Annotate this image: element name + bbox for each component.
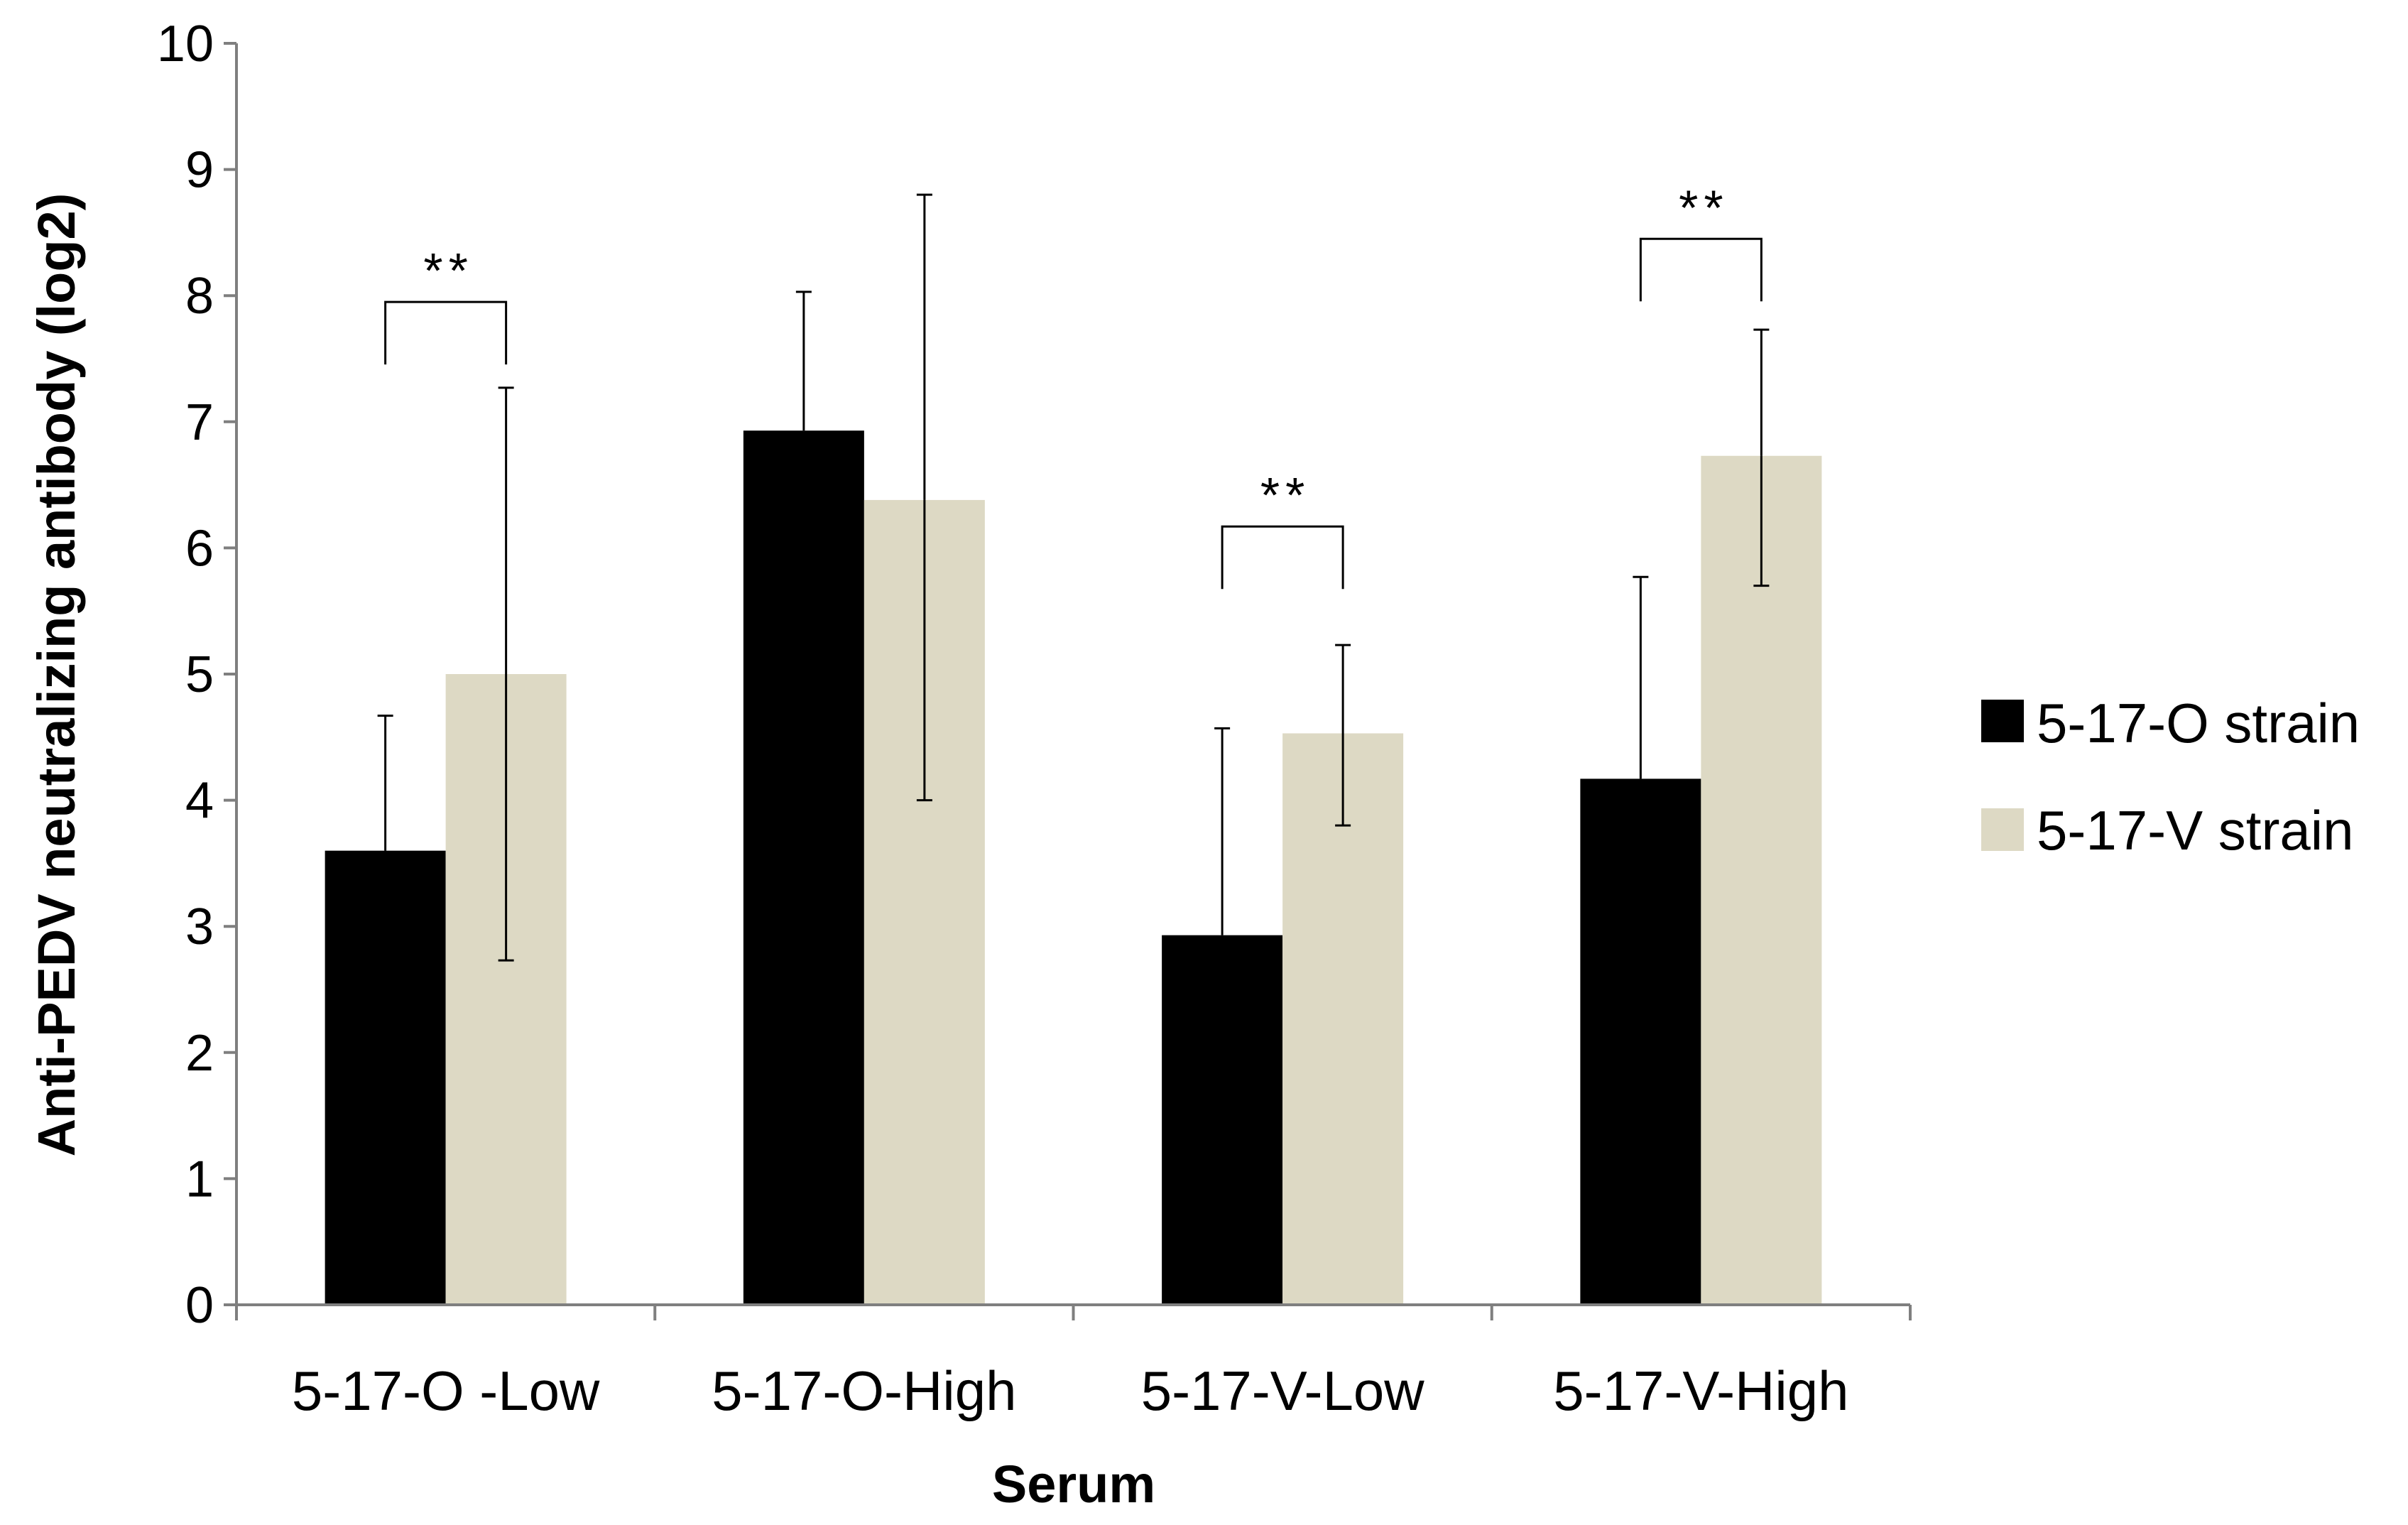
bar-series-0-0 [325, 850, 446, 1305]
significance-label: ** [1679, 180, 1728, 235]
y-tick-label: 7 [185, 394, 214, 451]
y-tick-label: 6 [185, 520, 214, 577]
x-category-label: 5-17-V-High [1553, 1360, 1848, 1422]
significance-label: ** [423, 243, 473, 298]
bar-series-1-3 [1701, 455, 1822, 1306]
significance-bracket [1221, 525, 1344, 590]
y-tick-label: 4 [185, 773, 214, 830]
y-axis-title: Anti-PEDV neutralizing antibody (log2) [27, 193, 86, 1157]
legend-swatch-series-0 [1981, 700, 2024, 742]
legend-label-series-1: 5-17-V strain [2037, 799, 2354, 862]
significance-bracket [384, 300, 508, 365]
y-tick-label: 0 [185, 1277, 214, 1334]
x-category-label: 5-17-V-Low [1141, 1360, 1425, 1422]
legend-label-series-0: 5-17-O strain [2037, 692, 2360, 754]
y-tick-label: 10 [157, 16, 214, 72]
y-tick-label: 9 [185, 142, 214, 199]
legend: 5-17-O strain 5-17-V strain [1981, 692, 2360, 862]
bar-series-1-2 [1282, 733, 1404, 1305]
significance-bracket [1639, 237, 1763, 302]
significance-brackets: ** ** ** [384, 180, 1763, 590]
x-category-label: 5-17-O-High [712, 1360, 1016, 1422]
bar-series-0-2 [1162, 935, 1283, 1305]
y-tick-label: 3 [185, 899, 214, 955]
significance-label: ** [1260, 467, 1310, 523]
x-category-label: 5-17-O -Low [292, 1360, 600, 1422]
y-tick-label: 8 [185, 268, 214, 325]
x-ticks [235, 1305, 1912, 1320]
bars-layer [325, 430, 1822, 1306]
bar-series-0-3 [1580, 778, 1701, 1305]
bar-series-0-1 [743, 430, 864, 1306]
y-tick-label: 5 [185, 646, 214, 703]
y-tick-label: 2 [185, 1025, 214, 1082]
x-category-labels: 5-17-O -Low 5-17-O-High 5-17-V-Low 5-17-V-H… [292, 1360, 1849, 1422]
y-ticks: 0 1 2 3 4 5 6 7 8 9 10 [157, 16, 236, 1334]
y-tick-label: 1 [185, 1151, 214, 1207]
x-axis-title: Serum [992, 1455, 1155, 1514]
error-bars-layer [377, 193, 1770, 962]
legend-swatch-series-1 [1981, 808, 2024, 851]
